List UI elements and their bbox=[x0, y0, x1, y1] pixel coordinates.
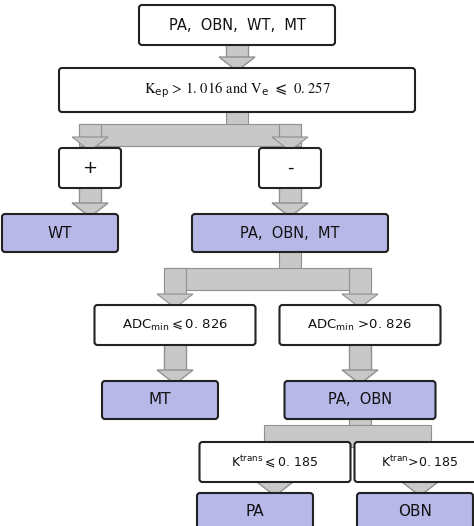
FancyBboxPatch shape bbox=[94, 305, 255, 345]
FancyBboxPatch shape bbox=[139, 5, 335, 45]
Polygon shape bbox=[279, 249, 301, 279]
Polygon shape bbox=[264, 479, 286, 482]
FancyBboxPatch shape bbox=[355, 442, 474, 482]
Polygon shape bbox=[72, 203, 108, 217]
Text: MT: MT bbox=[149, 392, 171, 408]
FancyBboxPatch shape bbox=[102, 381, 218, 419]
Polygon shape bbox=[164, 342, 186, 370]
Text: PA,  OBN,  WT,  MT: PA, OBN, WT, MT bbox=[169, 17, 305, 33]
FancyBboxPatch shape bbox=[280, 305, 440, 345]
Polygon shape bbox=[219, 57, 255, 71]
Polygon shape bbox=[79, 185, 101, 203]
Polygon shape bbox=[279, 185, 301, 203]
Polygon shape bbox=[72, 137, 108, 151]
Polygon shape bbox=[257, 482, 293, 496]
Text: +: + bbox=[82, 159, 98, 177]
Polygon shape bbox=[226, 42, 248, 57]
FancyBboxPatch shape bbox=[200, 442, 350, 482]
Polygon shape bbox=[342, 294, 378, 308]
Text: ADC$_{\mathrm{min}}$ >0. 826: ADC$_{\mathrm{min}}$ >0. 826 bbox=[308, 318, 412, 332]
FancyBboxPatch shape bbox=[2, 214, 118, 252]
Text: PA,  OBN: PA, OBN bbox=[328, 392, 392, 408]
Polygon shape bbox=[157, 294, 193, 308]
FancyBboxPatch shape bbox=[192, 214, 388, 252]
FancyBboxPatch shape bbox=[197, 493, 313, 526]
Polygon shape bbox=[164, 268, 186, 294]
Text: PA,  OBN,  MT: PA, OBN, MT bbox=[240, 226, 340, 240]
Text: PA: PA bbox=[246, 504, 264, 520]
Polygon shape bbox=[409, 479, 431, 482]
Polygon shape bbox=[349, 342, 371, 370]
FancyBboxPatch shape bbox=[284, 381, 436, 419]
Polygon shape bbox=[79, 124, 101, 137]
Polygon shape bbox=[279, 124, 301, 137]
Polygon shape bbox=[226, 109, 248, 135]
Text: OBN: OBN bbox=[398, 504, 432, 520]
FancyBboxPatch shape bbox=[357, 493, 473, 526]
Polygon shape bbox=[272, 137, 308, 151]
Text: WT: WT bbox=[48, 226, 72, 240]
Polygon shape bbox=[264, 425, 431, 447]
FancyBboxPatch shape bbox=[59, 68, 415, 112]
Text: -: - bbox=[287, 159, 293, 177]
Polygon shape bbox=[342, 370, 378, 384]
Polygon shape bbox=[272, 203, 308, 217]
Text: K$_{\mathrm{ep}}$ > 1. 016 and V$_{\mathrm{e}}$ $\leqslant$ 0. 257: K$_{\mathrm{ep}}$ > 1. 016 and V$_{\math… bbox=[144, 80, 330, 100]
Text: K$^{\mathrm{tran}}$>0. 185: K$^{\mathrm{tran}}$>0. 185 bbox=[381, 454, 459, 470]
FancyBboxPatch shape bbox=[259, 148, 321, 188]
FancyBboxPatch shape bbox=[59, 148, 121, 188]
Polygon shape bbox=[349, 268, 371, 294]
Polygon shape bbox=[349, 416, 371, 436]
Polygon shape bbox=[79, 124, 301, 146]
Polygon shape bbox=[402, 482, 438, 496]
Text: ADC$_{\mathrm{min}}$$\leqslant$0. 826: ADC$_{\mathrm{min}}$$\leqslant$0. 826 bbox=[122, 318, 228, 332]
Text: K$^{\mathrm{trans}}$$\leqslant$0. 185: K$^{\mathrm{trans}}$$\leqslant$0. 185 bbox=[231, 453, 319, 470]
Polygon shape bbox=[164, 268, 371, 290]
Polygon shape bbox=[157, 370, 193, 384]
